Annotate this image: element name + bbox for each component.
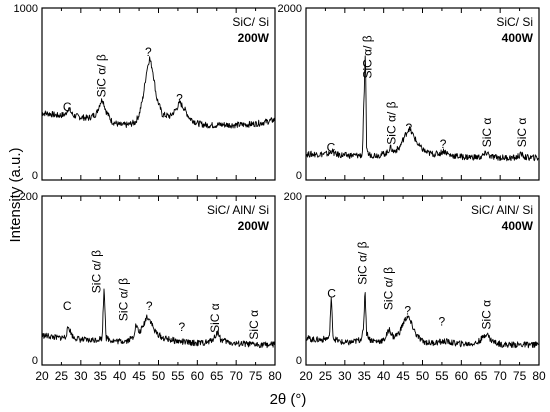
y-min-label: 0 xyxy=(32,355,38,367)
x-tick-label: 80 xyxy=(268,369,282,383)
x-tick-label: 40 xyxy=(113,369,127,383)
peak-label: C xyxy=(327,141,336,155)
x-tick-label: 20 xyxy=(299,369,313,383)
x-tick-label: 50 xyxy=(152,369,166,383)
power-label: 200W xyxy=(238,219,270,233)
xrd-trace xyxy=(305,55,539,162)
x-tick-label: 65 xyxy=(474,369,488,383)
x-tick-label: 20 xyxy=(35,369,49,383)
xrd-trace xyxy=(41,56,275,129)
x-tick-label: 45 xyxy=(396,369,410,383)
peak-label: ? xyxy=(439,314,446,328)
peak-label: SiC α/ β xyxy=(117,278,131,321)
x-tick-label: 40 xyxy=(377,369,391,383)
x-tick-label: 30 xyxy=(74,369,88,383)
y-max-label: 200 xyxy=(284,191,302,203)
peak-label: ? xyxy=(404,303,411,317)
peak-label: SiC α xyxy=(515,118,529,148)
peak-label: SiC α/ β xyxy=(355,241,369,284)
peak-label: SiC α/ β xyxy=(89,250,103,293)
x-tick-label: 70 xyxy=(229,369,243,383)
x-tick-label: 45 xyxy=(132,369,146,383)
peak-label: SiC α xyxy=(208,303,222,333)
x-tick-label: 35 xyxy=(358,369,372,383)
x-tick-label: 25 xyxy=(319,369,333,383)
x-tick-label: 60 xyxy=(191,369,205,383)
x-tick-label: 75 xyxy=(249,369,263,383)
x-tick-label: 50 xyxy=(416,369,430,383)
x-tick-label: 25 xyxy=(55,369,69,383)
y-min-label: 0 xyxy=(296,355,302,367)
peak-label: ? xyxy=(406,121,413,135)
peak-label: SiC α xyxy=(480,300,494,330)
y-max-label: 200 xyxy=(20,191,38,203)
peak-label: C xyxy=(63,299,72,313)
sample-label: SiC/ AlN/ Si xyxy=(471,203,533,217)
peak-label: ? xyxy=(440,137,447,151)
panel-p2: 2000 0 C SiC α/ β SiC α/ β?? SiC α SiC α SiC/ S… xyxy=(278,3,540,182)
y-max-label: 1000 xyxy=(14,3,38,15)
peak-label: SiC α xyxy=(480,118,494,148)
sample-label: SiC/ Si xyxy=(496,15,533,29)
peak-label: ? xyxy=(176,92,183,106)
y-min-label: 0 xyxy=(296,170,302,182)
peak-label: SiC α/ β xyxy=(382,267,396,310)
sample-label: SiC/ Si xyxy=(232,15,269,29)
x-tick-label: 35 xyxy=(94,369,108,383)
y-axis-label: Intensity (a.u.) xyxy=(7,147,24,242)
peak-label: ? xyxy=(178,320,185,334)
peak-label: C xyxy=(327,286,336,300)
power-label: 400W xyxy=(502,219,534,233)
peak-label: ? xyxy=(145,45,152,59)
power-label: 400W xyxy=(502,31,534,45)
power-label: 200W xyxy=(238,31,270,45)
y-min-label: 0 xyxy=(32,170,38,182)
peak-label: SiC α xyxy=(247,310,261,340)
x-tick-label: 75 xyxy=(513,369,527,383)
x-tick-label: 65 xyxy=(210,369,224,383)
x-axis-label: 2θ (°) xyxy=(270,391,307,408)
panel-p3: 20 25 30 35 40 45 50 55 60 65 70 75 80 200 0 C SiC α/ β S… xyxy=(20,191,282,383)
peak-label: ? xyxy=(146,299,153,313)
x-tick-label: 30 xyxy=(338,369,352,383)
peak-label: SiC α/ β xyxy=(94,54,108,97)
xrd-trace xyxy=(41,288,275,349)
panel-p1: 1000 0 C SiC α/ β?? SiC/ Si 200W xyxy=(14,3,276,182)
y-max-label: 2000 xyxy=(278,3,302,15)
x-tick-label: 80 xyxy=(532,369,546,383)
x-tick-label: 60 xyxy=(455,369,469,383)
peak-label: SiC α/ β xyxy=(384,101,398,144)
x-tick-label: 70 xyxy=(493,369,507,383)
xrd-trace xyxy=(305,292,539,349)
panel-p4: 20 25 30 35 40 45 50 55 60 65 70 75 80 200 0 C SiC α/ β S… xyxy=(284,191,546,383)
peak-label: SiC α/ β xyxy=(360,35,374,78)
x-tick-label: 55 xyxy=(435,369,449,383)
x-tick-label: 55 xyxy=(171,369,185,383)
peak-label: C xyxy=(63,100,72,114)
sample-label: SiC/ AlN/ Si xyxy=(207,203,269,217)
